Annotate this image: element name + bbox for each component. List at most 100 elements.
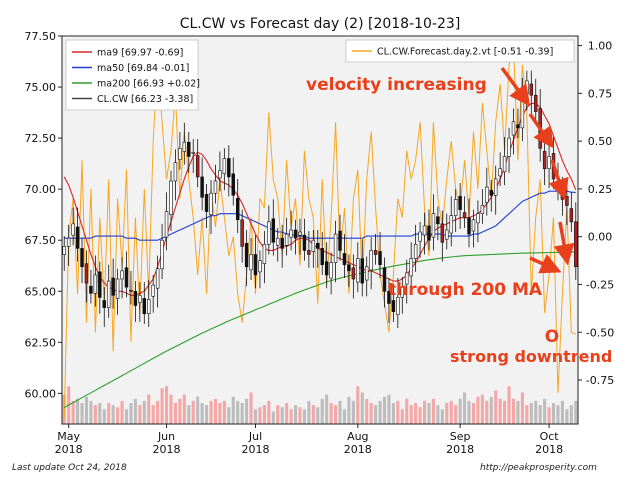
volume-bar [271, 411, 275, 424]
volume-bar [213, 398, 218, 424]
candle [102, 287, 106, 327]
candle-body [102, 300, 106, 308]
candle [204, 184, 209, 228]
volume-bar [196, 396, 200, 424]
volume-bar [124, 409, 129, 424]
candle [80, 238, 84, 284]
candle [369, 237, 373, 290]
candle-body [485, 186, 489, 203]
candle-body [569, 208, 574, 223]
candle [222, 148, 227, 191]
y-axis-left: 60.00 62.50 65.00 67.50 70.00 72.50 75.00 77.50 [25, 30, 62, 400]
annotation-strong-downtrend: strong downtrend [450, 347, 612, 366]
volume-bars [62, 386, 578, 424]
y-tick-label: 67.50 [25, 234, 57, 247]
candle-body [293, 229, 298, 239]
volume-bar [574, 400, 578, 424]
candle [276, 227, 280, 262]
candle-body [396, 297, 400, 316]
candle [133, 281, 138, 322]
y2-tick-label: 0.50 [588, 135, 613, 148]
candle [534, 78, 538, 122]
candle-body [320, 248, 324, 266]
x-tick-label-year: 2018 [242, 443, 270, 456]
volume-bar [414, 403, 418, 424]
candle [391, 284, 396, 322]
volume-bar [147, 394, 151, 424]
candle [106, 264, 111, 318]
candle-body [129, 289, 133, 292]
candle-body [222, 158, 227, 175]
candle [507, 127, 511, 173]
candle-body [364, 266, 369, 281]
candle [413, 224, 418, 272]
volume-bar [187, 405, 191, 424]
candle [84, 250, 89, 303]
candle-body [311, 239, 316, 252]
candle-body [244, 242, 249, 268]
candle [351, 254, 356, 299]
candle [364, 256, 369, 297]
annotation-arrow [528, 113, 554, 149]
volume-bar [365, 398, 369, 424]
candle [62, 236, 66, 271]
candle-body [169, 180, 173, 215]
candle-body [413, 243, 418, 259]
legend-entry: ma50 [69.84 -0.01] [97, 63, 189, 74]
candle [382, 257, 387, 308]
candle [129, 270, 133, 305]
candle-body [369, 250, 373, 271]
candle-body [391, 300, 396, 312]
volume-bar [164, 386, 169, 424]
x-tick-label-year: 2018 [446, 443, 474, 456]
candle [436, 206, 440, 241]
candle-body [520, 96, 525, 129]
volume-bar [160, 388, 164, 424]
candle-body [204, 193, 209, 212]
ma9-line [63, 102, 577, 296]
volume-bar [391, 403, 395, 424]
volume-bar [422, 400, 427, 424]
candle-body [342, 253, 347, 266]
footer-source-url: http://peakprosperity.com [480, 463, 597, 473]
legend-entry: ma9 [69.97 -0.69] [97, 48, 183, 59]
candle-body [276, 237, 280, 246]
candle [356, 242, 360, 293]
volume-bar [569, 405, 573, 424]
candle [253, 235, 258, 289]
candle [271, 199, 276, 256]
volume-bar [440, 409, 444, 424]
volume-bar [222, 400, 226, 424]
candle [502, 137, 507, 186]
candle [178, 131, 182, 170]
candle-body [151, 284, 155, 297]
volume-bar [342, 409, 347, 424]
candle-body [427, 225, 431, 241]
volume-bar [534, 400, 538, 424]
candle [267, 205, 271, 255]
candle [191, 139, 195, 173]
candle [111, 258, 115, 309]
candle-body [418, 231, 422, 242]
candle-body [489, 189, 493, 196]
volume-bar [529, 403, 533, 424]
candle-body [84, 263, 89, 284]
candle-body [178, 148, 182, 160]
candle-body [93, 274, 98, 294]
volume-bar [116, 407, 120, 424]
candle [280, 224, 284, 268]
volume-bar [76, 398, 80, 424]
candle-body [98, 271, 102, 298]
candle [489, 179, 493, 212]
candle [115, 268, 120, 315]
candle [485, 167, 489, 216]
x-tick-label-year: 2018 [535, 443, 563, 456]
candlesticks [62, 70, 578, 329]
candle-body [405, 272, 409, 285]
volume-bar [289, 409, 293, 424]
candle-body [462, 212, 467, 219]
annotation-arrow [553, 221, 575, 266]
volume-bar [169, 394, 173, 424]
y-tick-label: 60.00 [25, 387, 57, 400]
candle-body [458, 196, 462, 210]
